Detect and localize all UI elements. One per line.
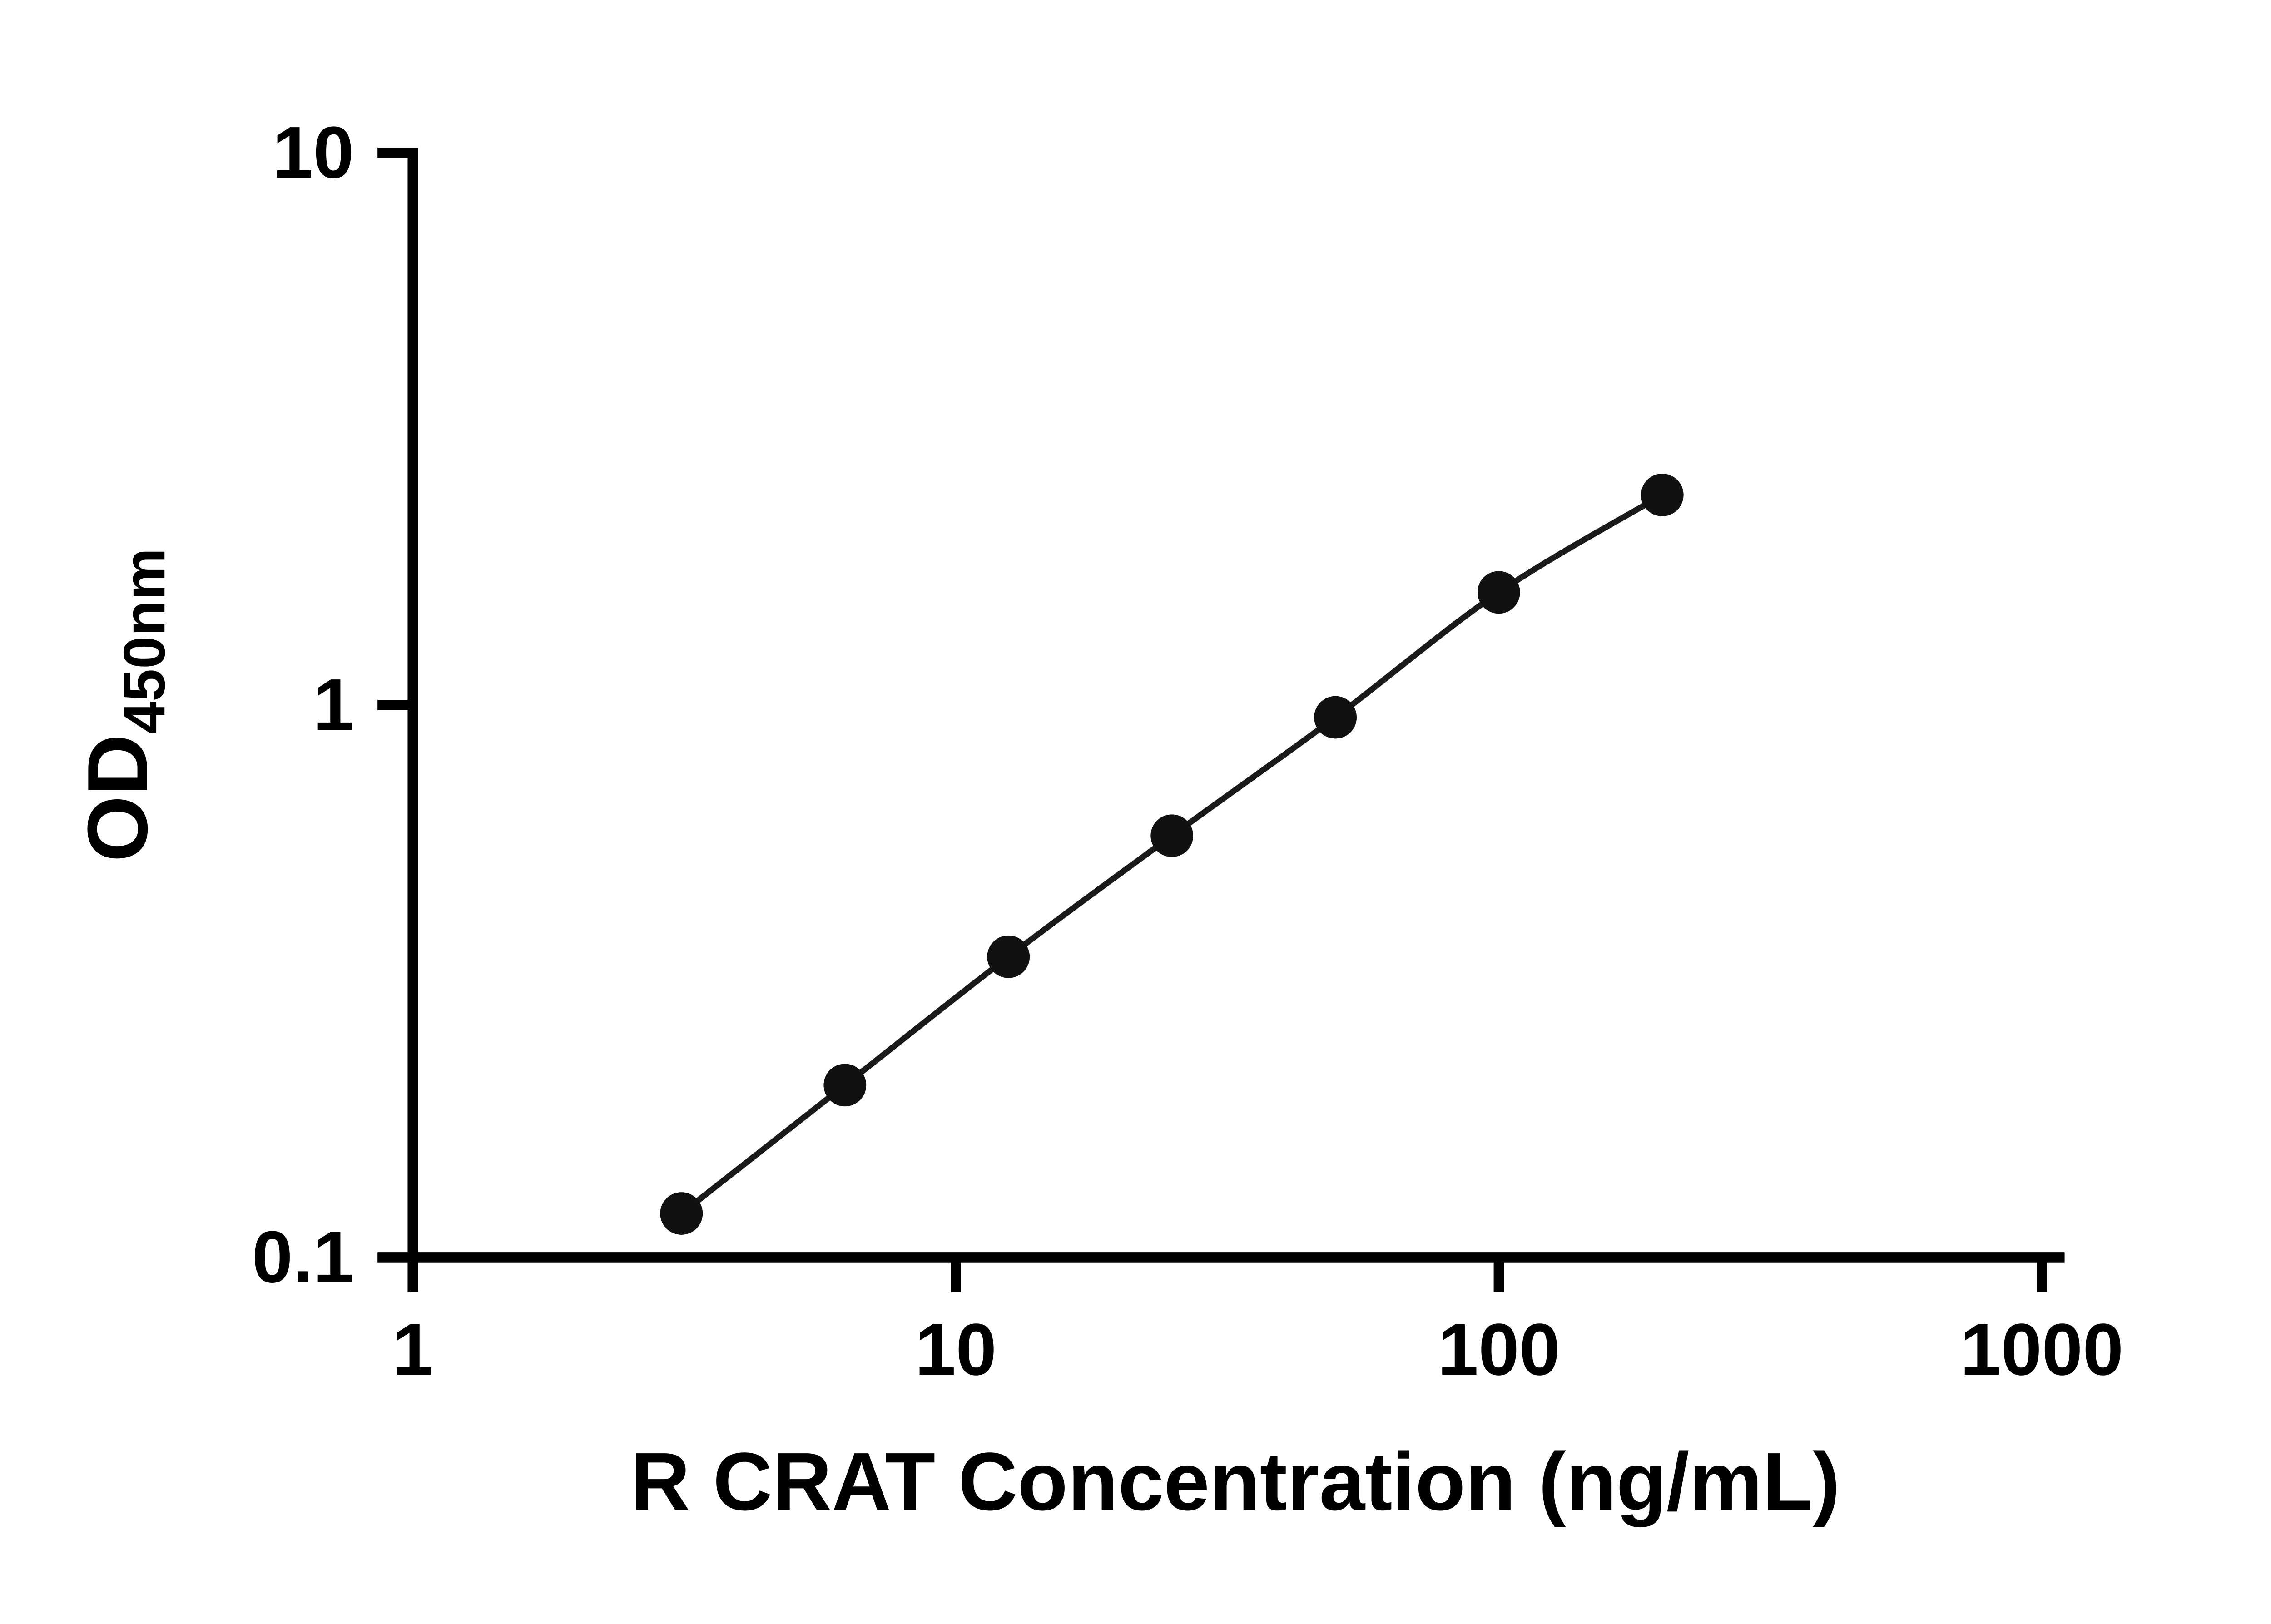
plot-area: 1 10 100 1000 0.1 1 10 [252, 112, 2124, 1391]
x-tick-label: 1000 [1960, 1309, 2124, 1391]
x-tick-label: 1 [392, 1309, 433, 1391]
y-axis-title-main: OD [69, 734, 165, 862]
x-axis-title: R CRAT Concentration (ng/mL) [631, 1436, 1840, 1528]
y-tick-label: 10 [273, 112, 354, 193]
data-point-marker [1150, 814, 1194, 857]
y-tick-label: 0.1 [252, 1216, 354, 1298]
data-point-marker [987, 935, 1030, 978]
y-axis-title-sub: 450nm [112, 548, 177, 734]
x-tick-label: 10 [915, 1309, 997, 1391]
data-point-marker [823, 1064, 867, 1107]
y-axis-title: OD450nm [69, 548, 177, 862]
data-point-marker [1641, 474, 1684, 516]
data-point-marker [1314, 696, 1357, 739]
y-tick-label: 1 [313, 664, 354, 746]
data-point-marker [660, 1192, 703, 1235]
x-tick-label: 100 [1438, 1309, 1560, 1391]
data-point-marker [1477, 571, 1520, 614]
